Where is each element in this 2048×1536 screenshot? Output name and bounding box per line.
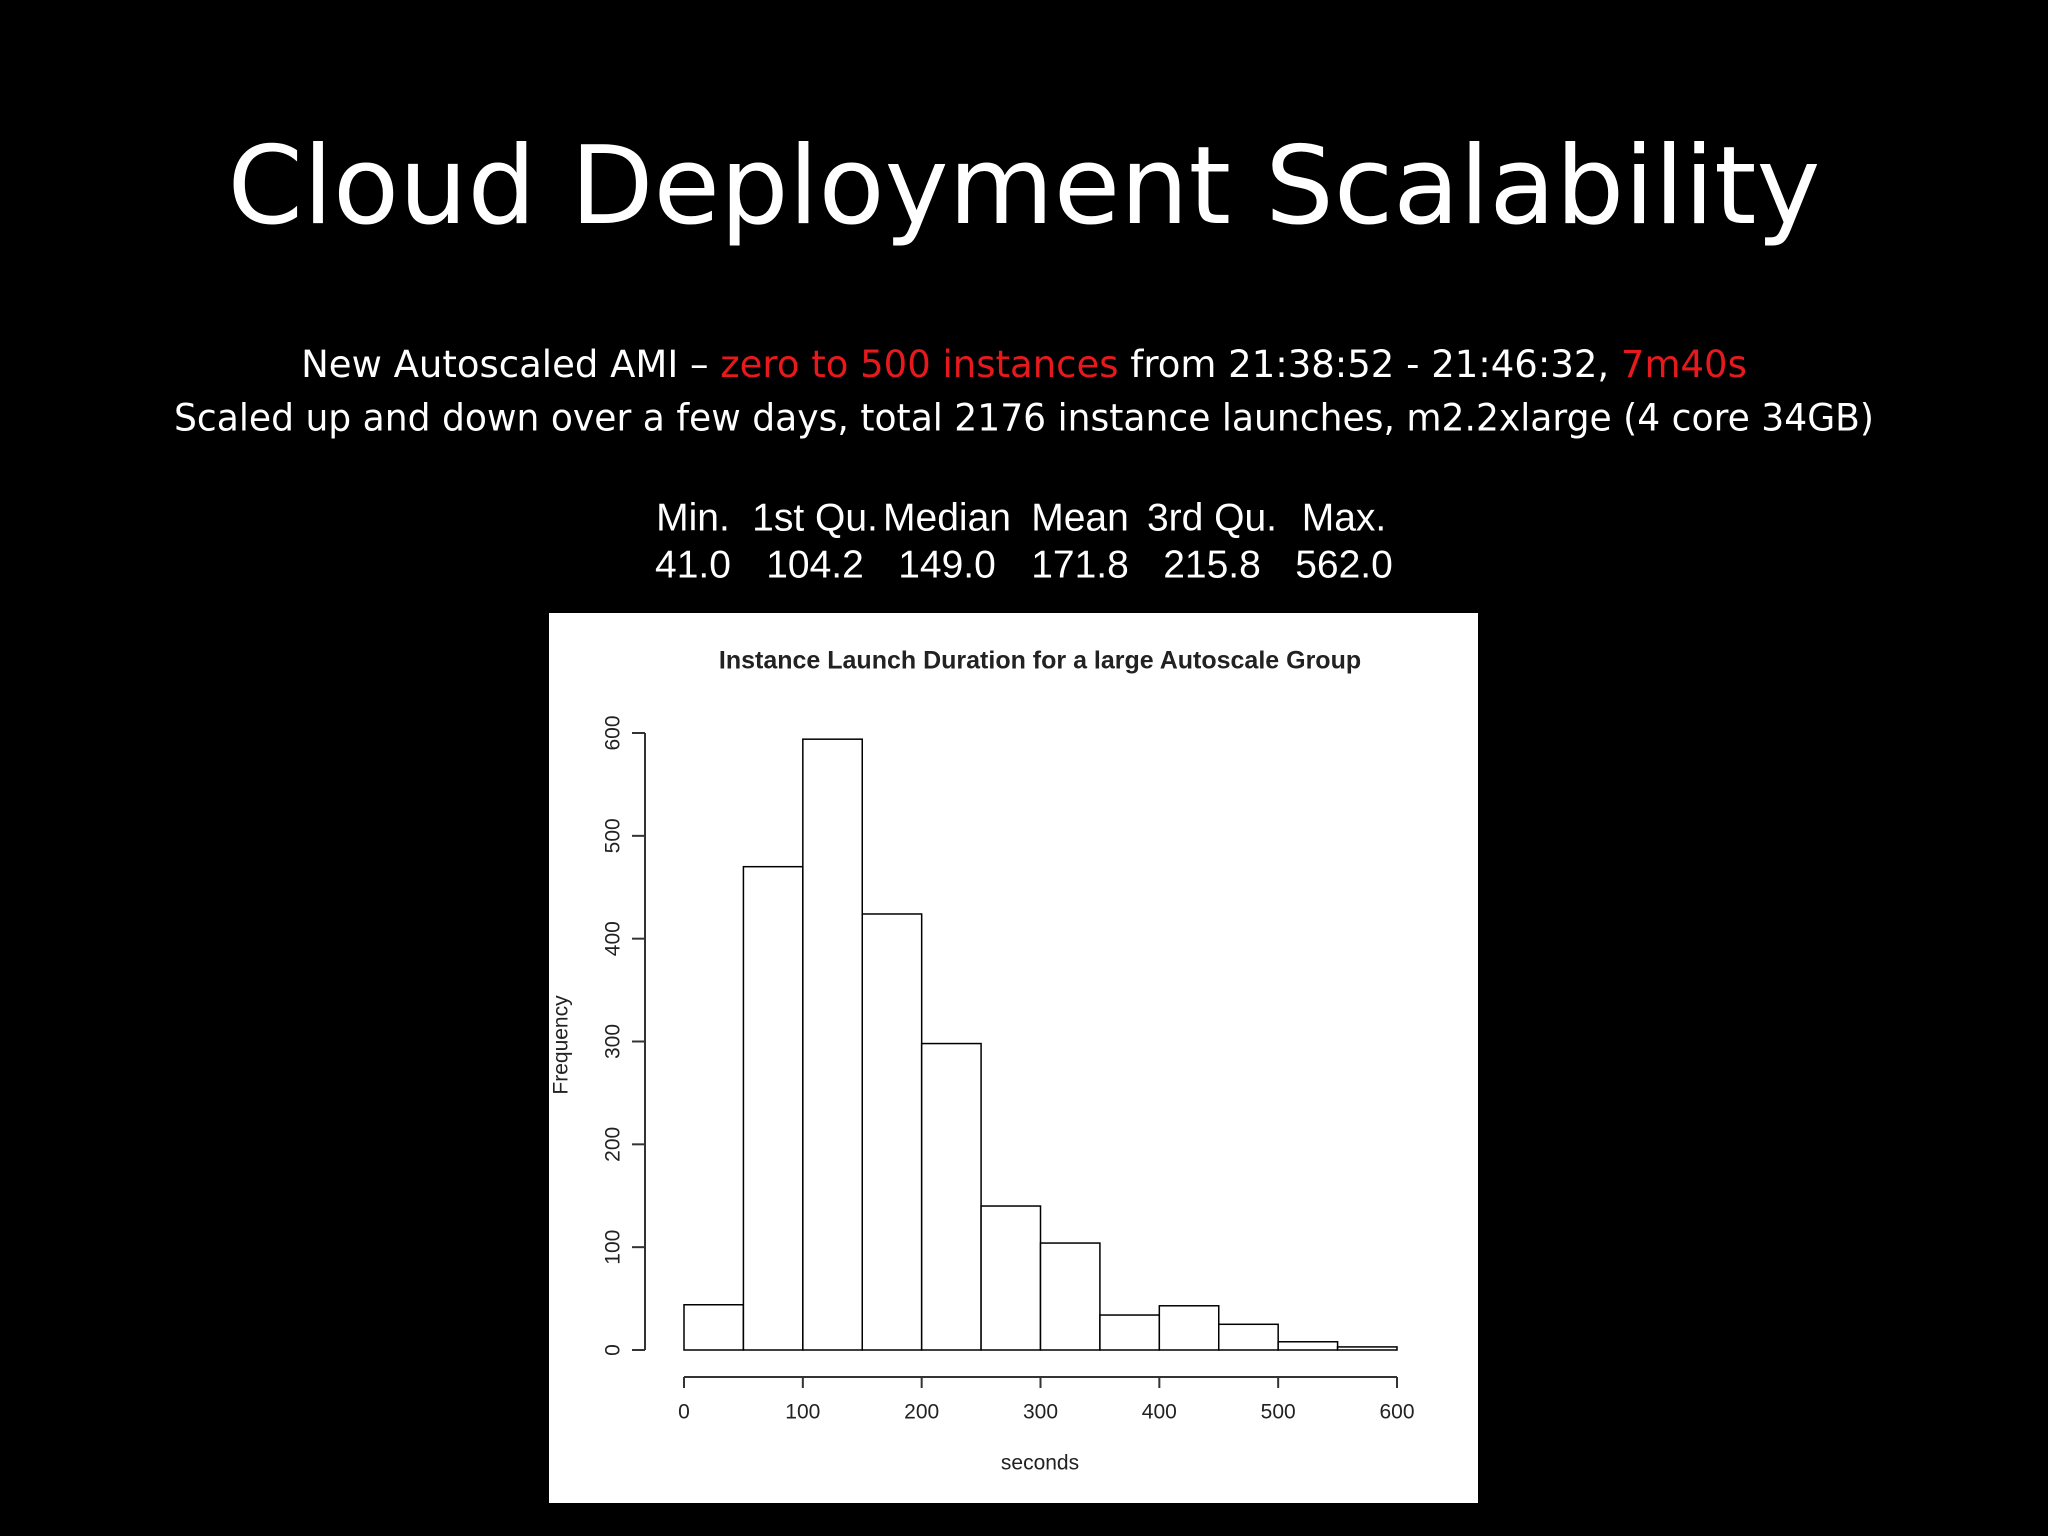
x-tick-label: 400 <box>1142 1401 1177 1424</box>
subtitle-segment: New Autoscaled AMI – <box>301 343 720 386</box>
subtitle-segment: 7m40s <box>1621 343 1747 386</box>
y-tick-label: 300 <box>602 1024 625 1059</box>
histogram-bar <box>1277 1341 1339 1351</box>
histogram-bar <box>1039 1242 1101 1351</box>
x-tick-label: 100 <box>785 1401 820 1424</box>
summary-value: 104.2 <box>766 543 864 586</box>
y-tick-label: 500 <box>602 818 625 853</box>
x-tick-label: 200 <box>904 1401 939 1424</box>
slide-title: Cloud Deployment Scalability <box>228 124 1821 249</box>
summary-value: 41.0 <box>655 543 731 586</box>
subtitle-line: New Autoscaled AMI – zero to 500 instanc… <box>301 343 1747 386</box>
histogram-bar <box>742 865 804 1351</box>
histogram-bar <box>1336 1346 1398 1351</box>
histogram-bar <box>1099 1314 1161 1351</box>
x-tick-label: 300 <box>1023 1401 1058 1424</box>
y-tick-label: 400 <box>602 921 625 956</box>
histogram-bar <box>1218 1323 1279 1351</box>
y-axis-label: Frequency <box>550 995 573 1095</box>
summary-header: Mean <box>1031 496 1129 539</box>
y-tick-label: 200 <box>602 1127 625 1162</box>
summary-header: 3rd Qu. <box>1147 496 1277 539</box>
histogram-bar <box>683 1304 745 1351</box>
y-tick-label: 600 <box>602 715 625 750</box>
summary-header: 1st Qu. <box>752 496 878 539</box>
subtitle-segment: from 21:38:52 - 21:46:32, <box>1119 343 1621 386</box>
y-tick-label: 100 <box>602 1230 625 1265</box>
subtitle-segment: zero to 500 instances <box>720 343 1118 386</box>
x-axis-label: seconds <box>1001 1452 1079 1475</box>
x-tick-label: 0 <box>678 1401 690 1424</box>
chart-title: Instance Launch Duration for a large Aut… <box>719 647 1361 675</box>
histogram-bar <box>980 1205 1042 1351</box>
x-tick-label: 500 <box>1261 1401 1296 1424</box>
summary-header: Max. <box>1302 496 1387 539</box>
histogram-bar <box>861 913 923 1351</box>
histogram-bar <box>1158 1305 1220 1351</box>
histogram-bar <box>920 1042 982 1351</box>
summary-value: 149.0 <box>898 543 996 586</box>
plot: Instance Launch Duration for a large Aut… <box>550 647 1415 1475</box>
summary-header: Median <box>883 496 1011 539</box>
summary-value: 562.0 <box>1295 543 1393 586</box>
x-tick-label: 600 <box>1379 1401 1414 1424</box>
plot-background <box>549 613 1478 1503</box>
summary-header: Min. <box>656 496 730 539</box>
y-tick-label: 0 <box>602 1344 625 1356</box>
summary-value: 215.8 <box>1163 543 1261 586</box>
subtitle-line: Scaled up and down over a few days, tota… <box>174 397 1874 440</box>
summary-value: 171.8 <box>1031 543 1129 586</box>
histogram-bar <box>802 738 863 1351</box>
